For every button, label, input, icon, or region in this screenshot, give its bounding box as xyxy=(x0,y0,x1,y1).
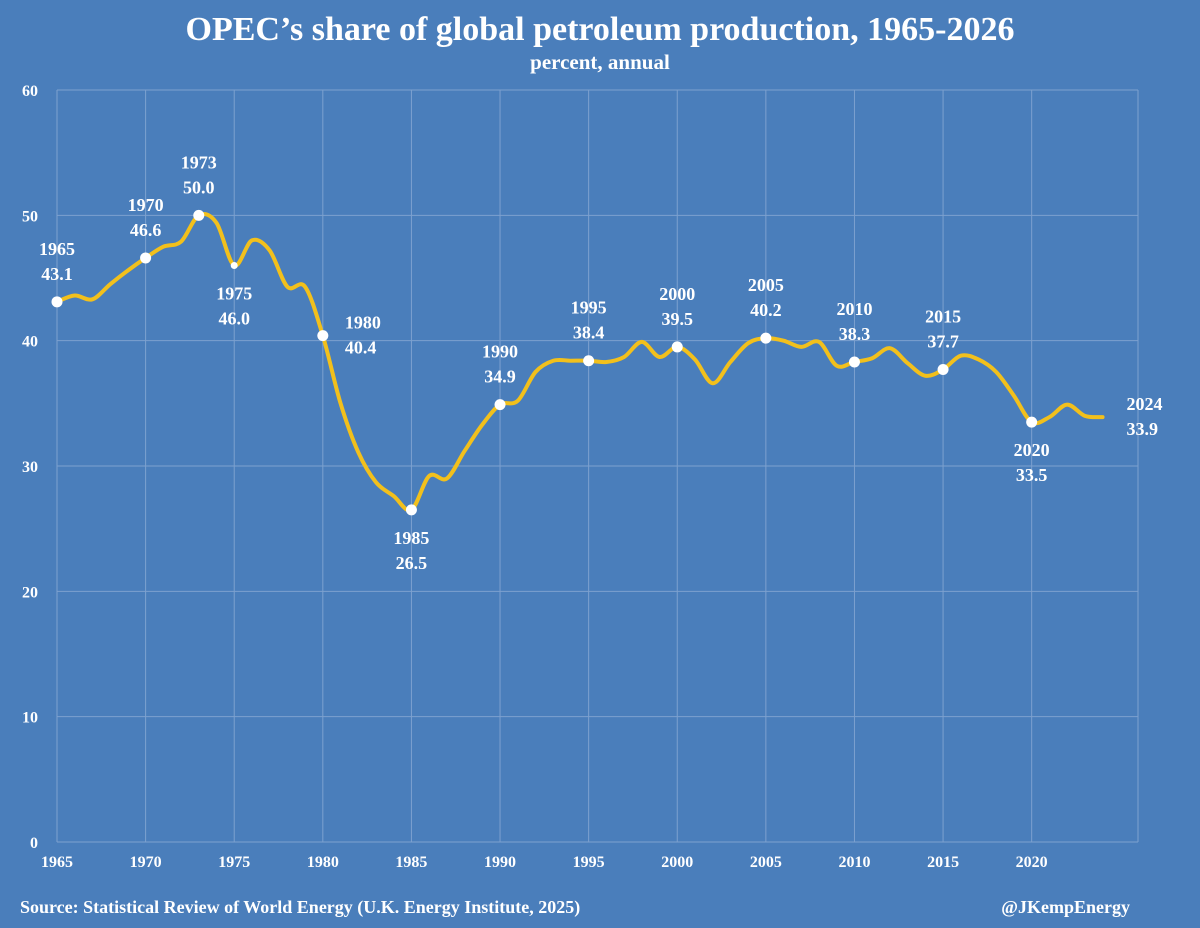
data-label-value: 38.4 xyxy=(573,323,605,343)
data-label-year: 1975 xyxy=(216,283,252,303)
data-labels: 1965 43.1 1970 46.6 1973 50.0 1975 46.0 1980 40.4… xyxy=(39,152,1163,573)
data-label-year: 2010 xyxy=(836,299,872,319)
data-label-value: 33.9 xyxy=(1127,419,1159,439)
data-point-marker xyxy=(140,252,152,264)
x-tick-label: 2010 xyxy=(838,854,870,871)
y-tick-label: 30 xyxy=(22,459,38,476)
data-label-year: 1980 xyxy=(345,313,381,333)
data-label-year: 1985 xyxy=(393,528,429,548)
data-label-year: 2000 xyxy=(659,284,695,304)
x-tick-label: 1980 xyxy=(307,854,339,871)
data-label-year: 2015 xyxy=(925,306,961,326)
data-label-value: 26.5 xyxy=(396,553,428,573)
y-tick-label: 50 xyxy=(22,208,38,225)
data-point-marker xyxy=(405,504,417,516)
data-point-marker xyxy=(760,332,772,344)
chart-title: OPEC’s share of global petroleum product… xyxy=(186,11,1015,48)
source-note: Source: Statistical Review of World Ener… xyxy=(20,897,580,918)
data-point-marker xyxy=(494,399,506,411)
data-label-year: 2020 xyxy=(1014,440,1050,460)
data-point-marker xyxy=(848,356,860,368)
data-label-year: 1970 xyxy=(128,195,164,215)
data-point-marker xyxy=(317,330,329,342)
x-tick-label: 2020 xyxy=(1016,854,1048,871)
data-label-year: 1965 xyxy=(39,239,75,259)
x-tick-label: 1995 xyxy=(573,854,605,871)
data-label-value: 40.2 xyxy=(750,300,782,320)
data-label-value: 40.4 xyxy=(345,338,377,358)
data-point-marker xyxy=(1026,416,1038,428)
data-label-year: 1973 xyxy=(181,152,217,172)
x-tick-label: 1990 xyxy=(484,854,516,871)
data-label-value: 33.5 xyxy=(1016,465,1048,485)
x-tick-label: 1985 xyxy=(395,854,427,871)
x-tick-label: 2005 xyxy=(750,854,782,871)
data-markers xyxy=(51,209,1038,516)
data-point-marker xyxy=(230,261,238,269)
data-label-value: 46.0 xyxy=(218,308,250,328)
x-axis-ticks: 1965 1970 1975 1980 1985 1990 1995 2000 2005 2010… xyxy=(41,854,1048,871)
y-tick-label: 20 xyxy=(22,584,38,601)
data-point-marker xyxy=(583,355,595,367)
data-label-year: 1990 xyxy=(482,342,518,362)
data-label-year: 2024 xyxy=(1127,394,1163,414)
data-label-value: 37.7 xyxy=(927,331,959,351)
y-tick-label: 0 xyxy=(30,835,38,852)
data-point-marker xyxy=(671,341,683,353)
data-point-marker xyxy=(51,296,63,308)
gridlines xyxy=(56,89,1139,843)
data-label-value: 38.3 xyxy=(839,324,871,344)
x-tick-label: 1970 xyxy=(130,854,162,871)
chart-subtitle: percent, annual xyxy=(530,50,670,74)
y-tick-label: 40 xyxy=(22,334,38,351)
data-point-marker xyxy=(193,209,205,221)
author-handle: @JKempEnergy xyxy=(1001,897,1130,917)
data-label-value: 50.0 xyxy=(183,177,215,197)
data-label-year: 1995 xyxy=(571,298,607,318)
data-point-marker xyxy=(937,363,949,375)
data-label-value: 46.6 xyxy=(130,220,162,240)
x-tick-label: 1965 xyxy=(41,854,73,871)
y-axis-ticks: 0 10 20 30 40 50 60 xyxy=(22,83,38,852)
data-label-value: 34.9 xyxy=(484,367,516,387)
data-label-value: 39.5 xyxy=(661,309,693,329)
x-tick-label: 1975 xyxy=(218,854,250,871)
x-tick-label: 2015 xyxy=(927,854,959,871)
y-tick-label: 60 xyxy=(22,83,38,100)
x-tick-label: 2000 xyxy=(661,854,693,871)
y-tick-label: 10 xyxy=(22,710,38,727)
data-label-year: 2005 xyxy=(748,275,784,295)
data-label-value: 43.1 xyxy=(41,264,73,284)
